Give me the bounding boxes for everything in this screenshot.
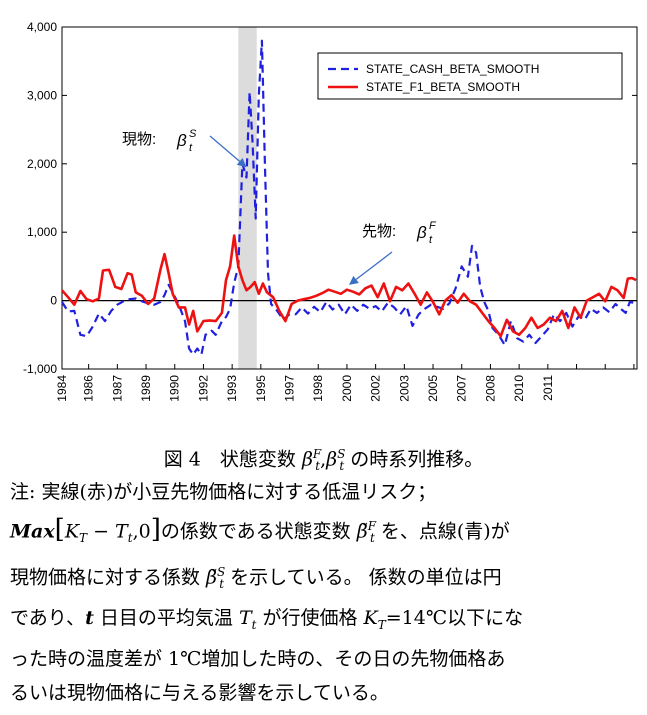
x-tick-label: 1989 [139,375,153,402]
x-tick-label: 1990 [168,375,182,402]
note-line4-b: 日目の平均気温 [94,607,239,629]
note-line2-end: を、点線(青)が [375,520,510,542]
annotation-futures-symbol: β [416,223,427,242]
note-line4-a: であり、 [10,607,85,629]
note-kt: K [65,520,79,542]
note-line4-c: が行使価格 [256,607,363,629]
note-mid: の係数である状態変数 [161,520,357,542]
legend: STATE_CASH_BETA_SMOOTH STATE_F1_BETA_SMO… [318,53,622,99]
caption-prefix: 図 4 状態変数 [164,448,302,470]
y-tick-label: 0 [50,294,57,308]
x-tick-label: 1997 [283,375,297,402]
note-line3-start: 現物価格に対する係数 [10,566,206,588]
note-beta-s: β̃ [206,566,217,588]
x-tick-label: 2005 [426,375,440,402]
x-tick-label: 1995 [254,375,268,402]
x-tick-label: 1986 [82,375,96,402]
x-tick-label: 2003 [397,375,411,402]
x-tick-label: 1992 [196,375,210,402]
annotation-spot-sup: S [189,128,197,140]
note-line-2: Max[KT − Tt,0]の係数である状態変数 β̃Ft を、点線(青)が [10,509,640,555]
y-tick-label: 1,000 [27,225,57,239]
caption-suffix: の時系列推移。 [344,448,483,470]
x-axis-ticks: 1984 1986 1987 1989 1990 1992 1993 1995 1997 1998… [55,364,634,402]
note-kt-sub: T [79,531,87,545]
y-tick-label: 2,000 [27,157,57,171]
note-line4-K-sub: T [378,618,386,632]
figure-note: 注: 実線(赤)が小豆先物価格に対する低温リスク； Max[KT − Tt,0]… [10,475,640,710]
note-line4-K: K [364,607,378,629]
note-bracket-open: [ [55,514,65,544]
legend-label-cash: STATE_CASH_BETA_SMOOTH [366,62,539,76]
note-line4-t: t [85,607,94,629]
annotation-spot-label: 現物: [122,131,156,148]
x-tick-label: 2007 [455,375,469,402]
note-line-6: るいは現物価格に与える影響を示している。 [10,676,640,710]
note-line4-T: T [239,607,252,629]
note-zero: ,0 [133,520,151,542]
y-tick-label: -1,000 [23,362,57,376]
x-tick-label: 2002 [369,375,383,402]
x-tick-label: 1998 [311,375,325,402]
note-bracket-close: ] [151,514,161,544]
note-minus: − [87,520,115,542]
x-tick-label: 1984 [55,375,69,402]
note-line-5: った時の温度差が 1℃増加した時の、その日の先物価格あ [10,642,640,676]
x-tick-label: 2010 [512,375,526,402]
x-tick-label: 2011 [541,375,555,401]
caption-beta-s: β [326,448,337,470]
note-line-3: 現物価格に対する係数 β̃St を示している。 係数の単位は円 [10,555,640,601]
note-line4-d: =14℃以下にな [386,607,523,629]
caption-beta-f: β [302,448,313,470]
note-max: Max [10,520,55,542]
note-line-1: 注: 実線(赤)が小豆先物価格に対する低温リスク； [10,475,640,509]
y-tick-label: 3,000 [27,88,57,102]
time-series-chart: -1,000 0 1,000 2,000 3,000 4,000 1984 1986 1987… [0,0,647,440]
x-tick-label: 2008 [483,375,497,402]
note-tt: T [115,520,128,542]
x-tick-label: 1987 [110,375,124,402]
annotation-futures-label: 先物: [362,223,396,240]
note-line-4: であり、t 日目の平均気温 Tt が行使価格 KT=14℃以下にな [10,601,640,642]
y-tick-label: 4,000 [27,20,57,34]
note-beta-f: β̃ [357,520,368,542]
note-line3-end: を示している。 係数の単位は円 [224,566,502,588]
legend-label-f1: STATE_F1_BETA_SMOOTH [366,80,520,94]
annotation-spot-symbol: β [176,131,187,150]
x-tick-label: 1993 [225,375,239,402]
x-tick-label: 2000 [340,375,354,402]
